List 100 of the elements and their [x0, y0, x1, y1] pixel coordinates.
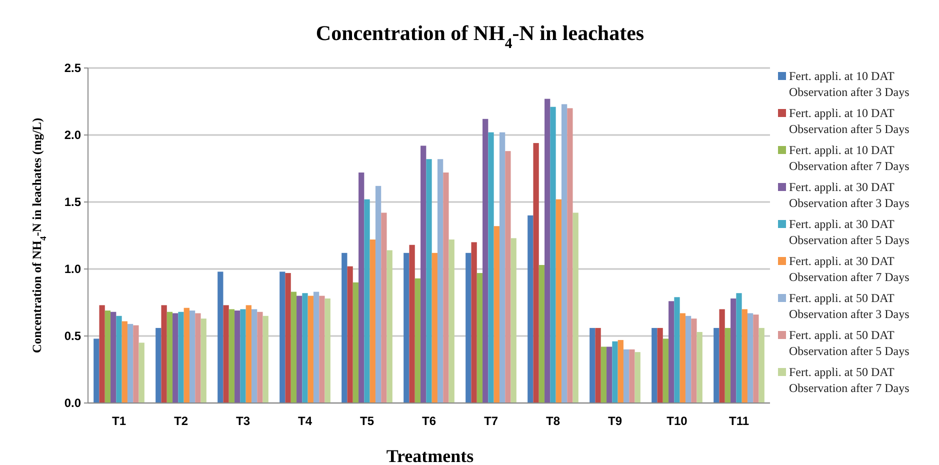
y-tick-label: 2.0	[64, 128, 82, 142]
bar	[251, 309, 258, 403]
bar	[99, 305, 105, 403]
bar	[471, 242, 477, 403]
bar	[606, 346, 612, 403]
bar	[285, 273, 291, 403]
bar	[414, 278, 421, 403]
legend-label: Fert. appli. at 50 DAT Observation after 5 Days	[789, 328, 910, 358]
bar	[426, 159, 432, 403]
bar	[364, 199, 370, 403]
bar	[166, 312, 173, 403]
bar	[668, 301, 674, 403]
bar	[657, 328, 663, 403]
bar	[116, 316, 122, 403]
bar	[302, 293, 308, 403]
bar	[290, 292, 297, 403]
bar	[358, 172, 364, 403]
x-tick-label: T7	[484, 414, 498, 428]
x-tick-label: T4	[298, 414, 312, 428]
bar	[228, 309, 235, 403]
bar	[561, 104, 568, 403]
bar	[528, 215, 534, 403]
bar	[753, 314, 759, 403]
bar	[178, 312, 184, 403]
bar	[223, 305, 229, 403]
bar	[104, 310, 111, 403]
bar	[758, 328, 764, 403]
bar	[342, 252, 348, 403]
x-tick-label: T5	[360, 414, 374, 428]
bar	[505, 151, 511, 403]
y-tick-label: 2.5	[64, 61, 82, 76]
bar	[156, 328, 162, 403]
x-axis-title: Treatments	[386, 446, 474, 465]
bar	[736, 293, 742, 403]
y-tick-label: 1.5	[64, 195, 82, 210]
bar	[262, 316, 268, 403]
x-tick-label: T1	[112, 414, 126, 428]
bar	[634, 352, 640, 403]
bar	[184, 308, 190, 403]
bar	[567, 108, 573, 403]
legend-label: Fert. appli. at 50 DAT Observation after 3 Days	[789, 291, 910, 321]
x-tick-label: T11	[728, 414, 750, 428]
bar	[476, 273, 483, 403]
bar	[420, 146, 426, 403]
legend-label: Fert. appli. at 50 DAT Observation after 7 Days	[789, 365, 910, 395]
bar	[572, 212, 578, 403]
bar	[747, 313, 754, 403]
bar	[724, 328, 731, 403]
bar	[691, 318, 697, 403]
bar	[161, 305, 167, 403]
bar	[296, 296, 302, 403]
bar	[652, 328, 658, 403]
bar	[122, 321, 128, 403]
bar	[370, 240, 376, 403]
bar	[240, 309, 246, 403]
bar	[680, 313, 686, 403]
legend-label: Fert. appli. at 10 DAT Observation after 7 Days	[789, 143, 910, 173]
bar	[195, 313, 201, 403]
bar	[730, 298, 736, 403]
bar	[313, 292, 320, 403]
bar	[133, 325, 139, 403]
bar	[381, 212, 387, 403]
legend-label: Fert. appli. at 30 DAT Observation after 5 Days	[789, 217, 910, 247]
x-tick-label: T3	[236, 414, 250, 428]
bar	[499, 132, 506, 403]
y-tick-label: 0.5	[64, 329, 82, 344]
bar	[466, 252, 472, 403]
bar	[319, 296, 325, 403]
bar	[662, 338, 669, 403]
legend-label: Fert. appli. at 30 DAT Observation after 3 Days	[789, 180, 910, 210]
legend-label: Fert. appli. at 10 DAT Observation after 5 Days	[789, 106, 910, 136]
bar	[595, 328, 601, 403]
bar	[556, 199, 562, 403]
bar	[590, 328, 596, 403]
bar	[488, 132, 494, 403]
x-tick-label: T2	[174, 414, 188, 428]
bar	[482, 118, 488, 403]
bar	[742, 309, 748, 403]
bar	[685, 316, 692, 403]
x-tick-label: T9	[608, 414, 622, 428]
bar	[623, 349, 630, 403]
bar	[533, 143, 539, 403]
bar	[189, 310, 196, 403]
bar	[510, 238, 516, 403]
chart-title: Concentration of NH$_{4}$-N in leachates	[316, 21, 644, 52]
bar	[437, 159, 444, 403]
bar	[409, 244, 415, 403]
legend-label: Fert. appli. at 30 DAT Observation after 7 Days	[789, 254, 910, 284]
legend-label: Fert. appli. at 10 DAT Observation after 3 Days	[789, 69, 910, 99]
y-tick-label: 0.0	[64, 396, 82, 410]
bar	[674, 297, 680, 403]
bar	[352, 282, 359, 403]
bar	[172, 313, 178, 403]
bar	[618, 340, 624, 403]
bar	[200, 318, 206, 403]
bar	[375, 186, 382, 403]
bar	[448, 240, 454, 403]
bar	[696, 332, 702, 403]
bar	[234, 310, 240, 403]
bar	[443, 172, 449, 403]
